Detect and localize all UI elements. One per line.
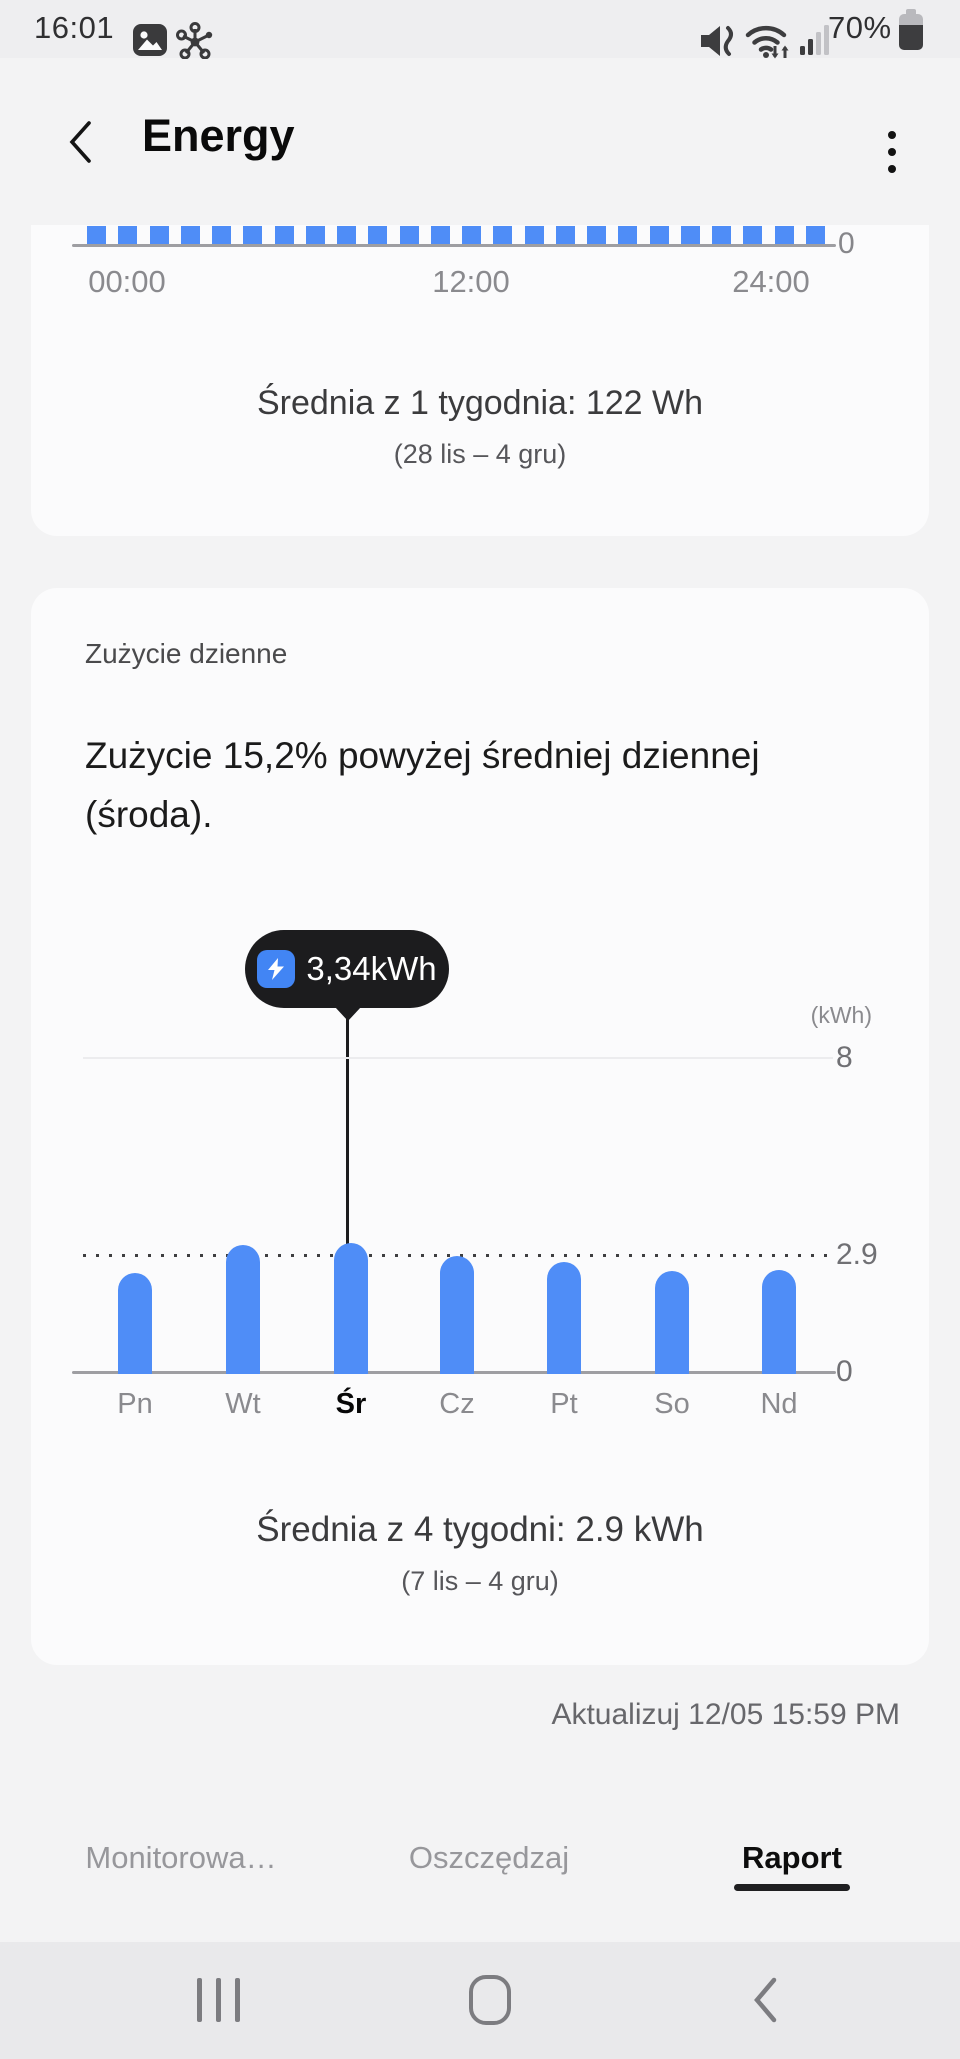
day-bar-Pn[interactable] bbox=[118, 1273, 152, 1374]
monthly-average-text: Średnia z 4 tygodni: 2.9 kWh bbox=[256, 1510, 704, 1549]
hour-bar[interactable] bbox=[462, 226, 481, 244]
daily-headline: Zużycie 15,2% powyżej średniej dziennej … bbox=[85, 726, 760, 844]
average-dotted-line bbox=[83, 1254, 833, 1257]
daily-headline-line2: (środa). bbox=[85, 794, 213, 835]
weekly-average-range: (28 lis – 4 gru) bbox=[393, 439, 567, 469]
y-axis-unit-label: (kWh) bbox=[810, 1002, 872, 1028]
hour-bar[interactable] bbox=[243, 226, 263, 244]
more-menu-button[interactable] bbox=[888, 122, 896, 182]
hour-bar[interactable] bbox=[430, 226, 450, 244]
hour-bar[interactable] bbox=[649, 226, 669, 244]
hour-bar[interactable] bbox=[524, 226, 544, 244]
daily-headline-line1: Zużycie 15,2% powyżej średniej dziennej bbox=[85, 735, 760, 776]
tab-oszczedzaj[interactable]: Oszczędzaj bbox=[408, 1840, 570, 1875]
hour-bar[interactable] bbox=[555, 226, 575, 244]
daily-usage-card: Zużycie dzienne Zużycie 15,2% powyżej śr… bbox=[31, 588, 929, 1665]
more-dot bbox=[888, 131, 896, 139]
hourly-x-axis bbox=[72, 244, 836, 247]
hour-bar[interactable] bbox=[149, 226, 169, 244]
daily-section-label: Zużycie dzienne bbox=[85, 638, 288, 669]
hour-bar[interactable] bbox=[805, 226, 825, 244]
tooltip-indicator-line bbox=[346, 1016, 349, 1244]
active-tab-underline bbox=[734, 1884, 850, 1891]
hour-bar[interactable] bbox=[712, 226, 731, 244]
hour-bar[interactable] bbox=[368, 226, 388, 244]
day-label-Śr[interactable]: Śr bbox=[335, 1388, 367, 1420]
day-bar-So[interactable] bbox=[655, 1271, 689, 1374]
bar-tooltip[interactable]: 3,34kWh bbox=[245, 930, 449, 1008]
weekly-average-text: Średnia z 1 tygodnia: 122 Wh bbox=[256, 384, 704, 422]
hour-bar[interactable] bbox=[118, 226, 138, 244]
wifi-icon bbox=[745, 25, 789, 59]
hourly-bar-chart bbox=[87, 226, 825, 244]
hour-bar[interactable] bbox=[743, 226, 763, 244]
battery-percent: 70% bbox=[828, 10, 892, 45]
tooltip-value: 3,34kWh bbox=[306, 950, 437, 987]
smartthings-hub-icon bbox=[176, 22, 213, 59]
day-label-Cz[interactable]: Cz bbox=[439, 1388, 475, 1420]
status-bar: 16:01 bbox=[0, 0, 960, 59]
page-title: Energy bbox=[142, 110, 295, 161]
day-label-Pt[interactable]: Pt bbox=[550, 1388, 578, 1420]
day-bar-Cz[interactable] bbox=[440, 1256, 474, 1374]
recents-button[interactable] bbox=[197, 1978, 240, 2022]
hour-bar[interactable] bbox=[493, 226, 513, 244]
hour-bar[interactable] bbox=[87, 226, 106, 244]
gridline-8 bbox=[83, 1057, 833, 1059]
energy-bolt-icon bbox=[257, 950, 296, 988]
nav-back-button[interactable] bbox=[750, 1976, 780, 2024]
hourly-tick-1200: 12:00 bbox=[432, 264, 510, 299]
home-button[interactable] bbox=[469, 1975, 511, 2025]
day-label-Wt[interactable]: Wt bbox=[225, 1388, 261, 1420]
day-bar-Śr[interactable] bbox=[334, 1243, 368, 1374]
tooltip-pointer bbox=[335, 1007, 361, 1021]
day-label-Pn[interactable]: Pn bbox=[117, 1388, 153, 1420]
back-button[interactable] bbox=[66, 120, 96, 164]
hour-bar[interactable] bbox=[618, 226, 638, 244]
status-clock: 16:01 bbox=[34, 10, 115, 45]
gallery-icon bbox=[133, 24, 167, 56]
y-tick-0: 0 bbox=[836, 1355, 853, 1388]
more-dot bbox=[888, 148, 896, 156]
hourly-tick-0000: 00:00 bbox=[88, 264, 166, 299]
hourly-tick-2400: 24:00 bbox=[732, 264, 810, 299]
tab-raport[interactable]: Raport bbox=[742, 1840, 842, 1875]
mute-vibrate-icon bbox=[701, 26, 733, 56]
hour-bar[interactable] bbox=[274, 226, 294, 244]
hour-bar[interactable] bbox=[337, 226, 356, 244]
day-bar-Wt[interactable] bbox=[226, 1245, 260, 1374]
navigation-bar bbox=[0, 1942, 960, 2059]
y-tick-8: 8 bbox=[836, 1041, 853, 1074]
hourly-usage-card: 0 00:00 12:00 24:00 Średnia z 1 tygodnia… bbox=[31, 225, 929, 536]
day-label-So[interactable]: So bbox=[654, 1388, 690, 1420]
hour-bar[interactable] bbox=[587, 226, 606, 244]
hour-bar[interactable] bbox=[774, 226, 794, 244]
day-bar-Nd[interactable] bbox=[762, 1270, 796, 1374]
hour-bar[interactable] bbox=[305, 226, 325, 244]
hour-bar[interactable] bbox=[180, 226, 200, 244]
battery-icon bbox=[899, 9, 923, 50]
cellular-signal-icon bbox=[800, 25, 829, 55]
hour-bar[interactable] bbox=[399, 226, 419, 244]
monthly-average-range: (7 lis – 4 gru) bbox=[401, 1566, 559, 1596]
hour-bar[interactable] bbox=[212, 226, 231, 244]
y-tick-avg: 2.9 bbox=[836, 1238, 878, 1271]
hourly-y-zero-label: 0 bbox=[838, 227, 855, 260]
day-label-Nd[interactable]: Nd bbox=[760, 1388, 798, 1420]
last-updated-text[interactable]: Aktualizuj 12/05 15:59 PM bbox=[551, 1698, 900, 1731]
tab-monitorowanie[interactable]: Monitorowa… bbox=[85, 1840, 277, 1875]
day-bar-Pt[interactable] bbox=[547, 1262, 581, 1374]
hour-bar[interactable] bbox=[680, 226, 700, 244]
more-dot bbox=[888, 165, 896, 173]
daily-bar-chart: Pn Wt Śr Cz Pt So Nd bbox=[31, 588, 929, 1428]
